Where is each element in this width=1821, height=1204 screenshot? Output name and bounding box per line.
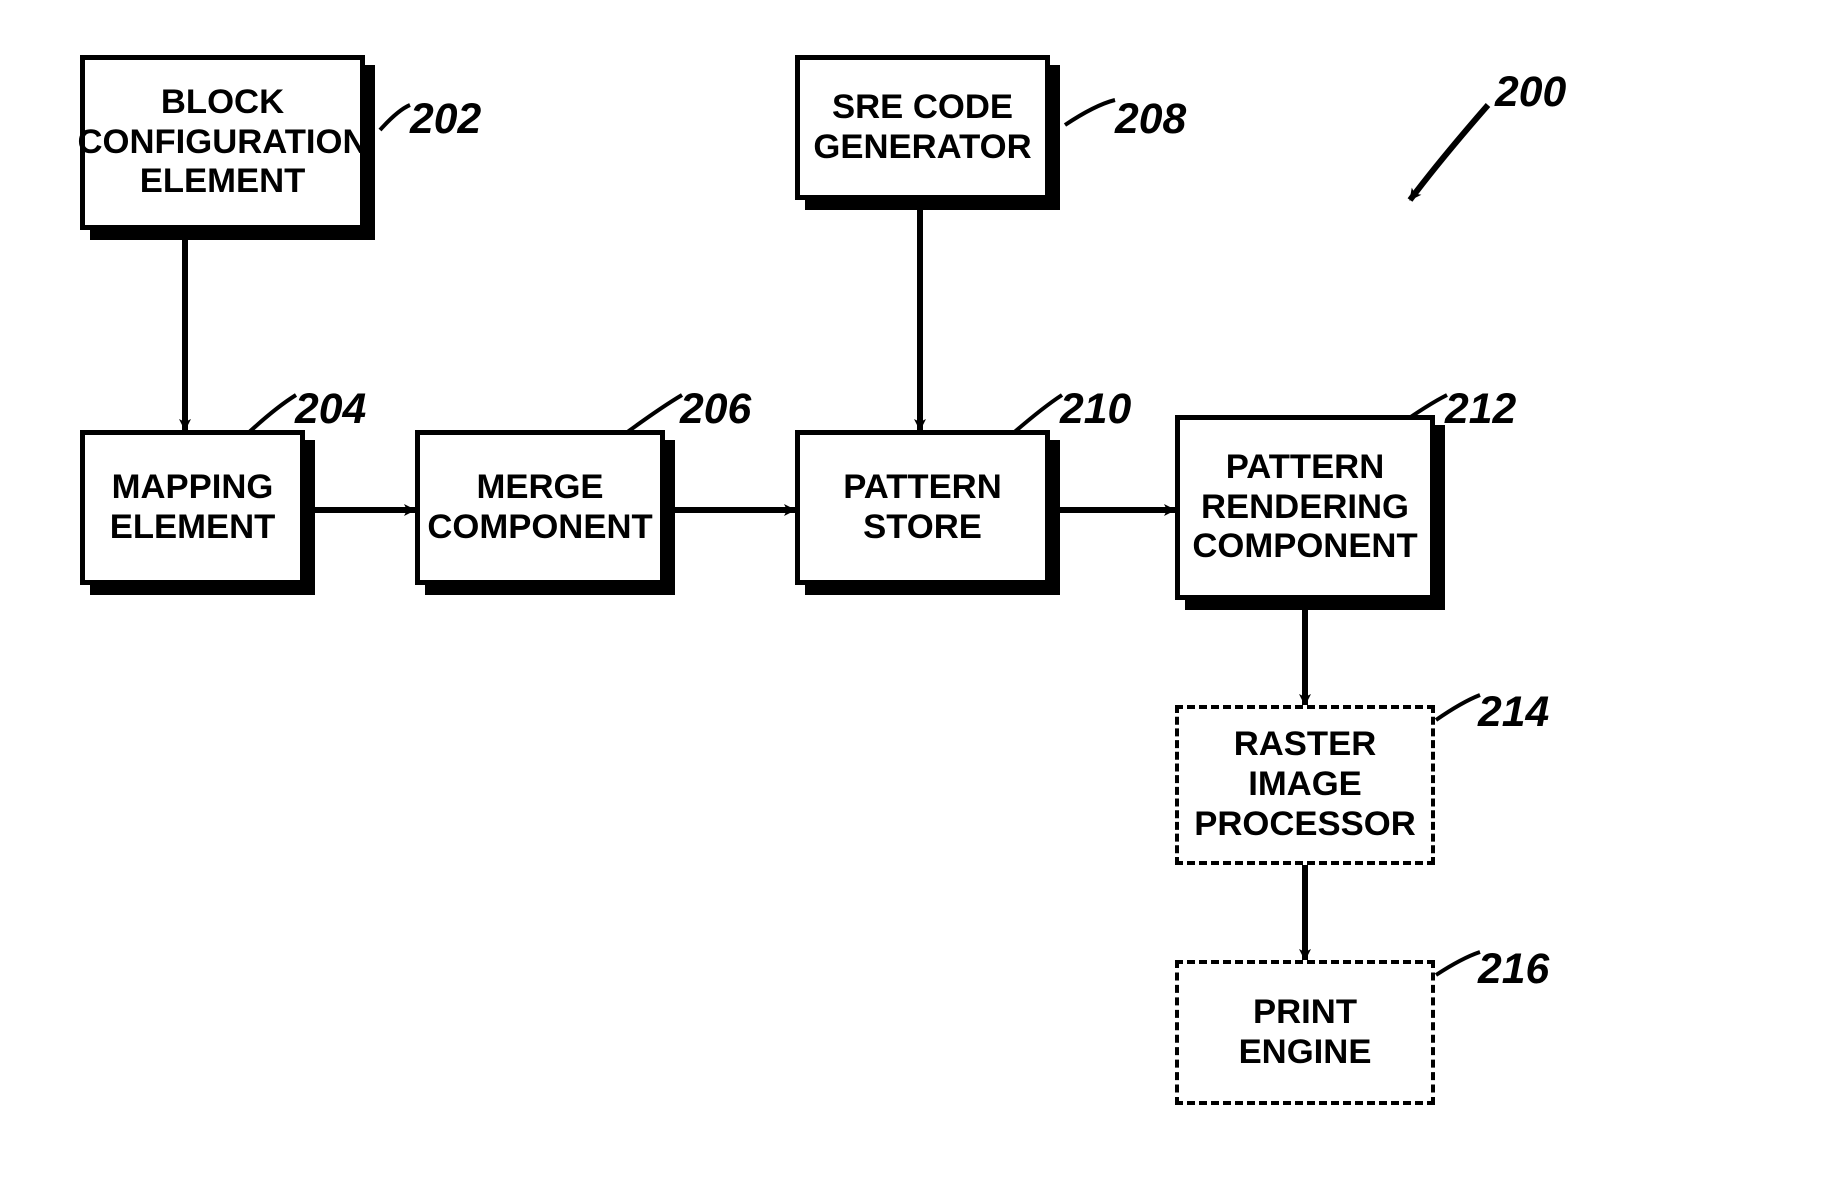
ref-label-202: 202 [410,95,481,144]
node-n216: PRINT ENGINE [1175,960,1435,1105]
node-n206: MERGE COMPONENT [415,430,665,585]
ref-label-204: 204 [295,385,366,434]
node-n214: RASTER IMAGE PROCESSOR [1175,705,1435,865]
node-label: RASTER IMAGE PROCESSOR [1179,725,1431,845]
node-n212: PATTERN RENDERING COMPONENT [1175,415,1435,600]
node-label: SRE CODE GENERATOR [800,88,1045,168]
ref-label-214: 214 [1478,688,1549,737]
leader-curve [1436,695,1480,720]
node-n208: SRE CODE GENERATOR [795,55,1050,200]
ref-label-210: 210 [1060,385,1131,434]
node-n210: PATTERN STORE [795,430,1050,585]
node-label: MERGE COMPONENT [417,468,662,548]
ref-label-212: 212 [1445,385,1516,434]
node-label: MAPPING ELEMENT [85,468,300,548]
leader-curve [1436,952,1480,975]
ref-label-216: 216 [1478,945,1549,994]
node-label: PATTERN STORE [800,468,1045,548]
node-label: BLOCK CONFIGURATION ELEMENT [67,83,377,203]
node-n202: BLOCK CONFIGURATION ELEMENT [80,55,365,230]
node-label: PATTERN RENDERING COMPONENT [1180,448,1430,568]
leader-curve [380,105,410,130]
node-label: PRINT ENGINE [1179,993,1431,1073]
figure-ref-arrow [1410,105,1488,200]
ref-label-208: 208 [1115,95,1186,144]
leader-curve [1065,100,1115,125]
figure-ref-label: 200 [1495,68,1566,117]
ref-label-206: 206 [680,385,751,434]
node-n204: MAPPING ELEMENT [80,430,305,585]
diagram-canvas: BLOCK CONFIGURATION ELEMENT 202 SRE CODE G… [0,0,1821,1204]
